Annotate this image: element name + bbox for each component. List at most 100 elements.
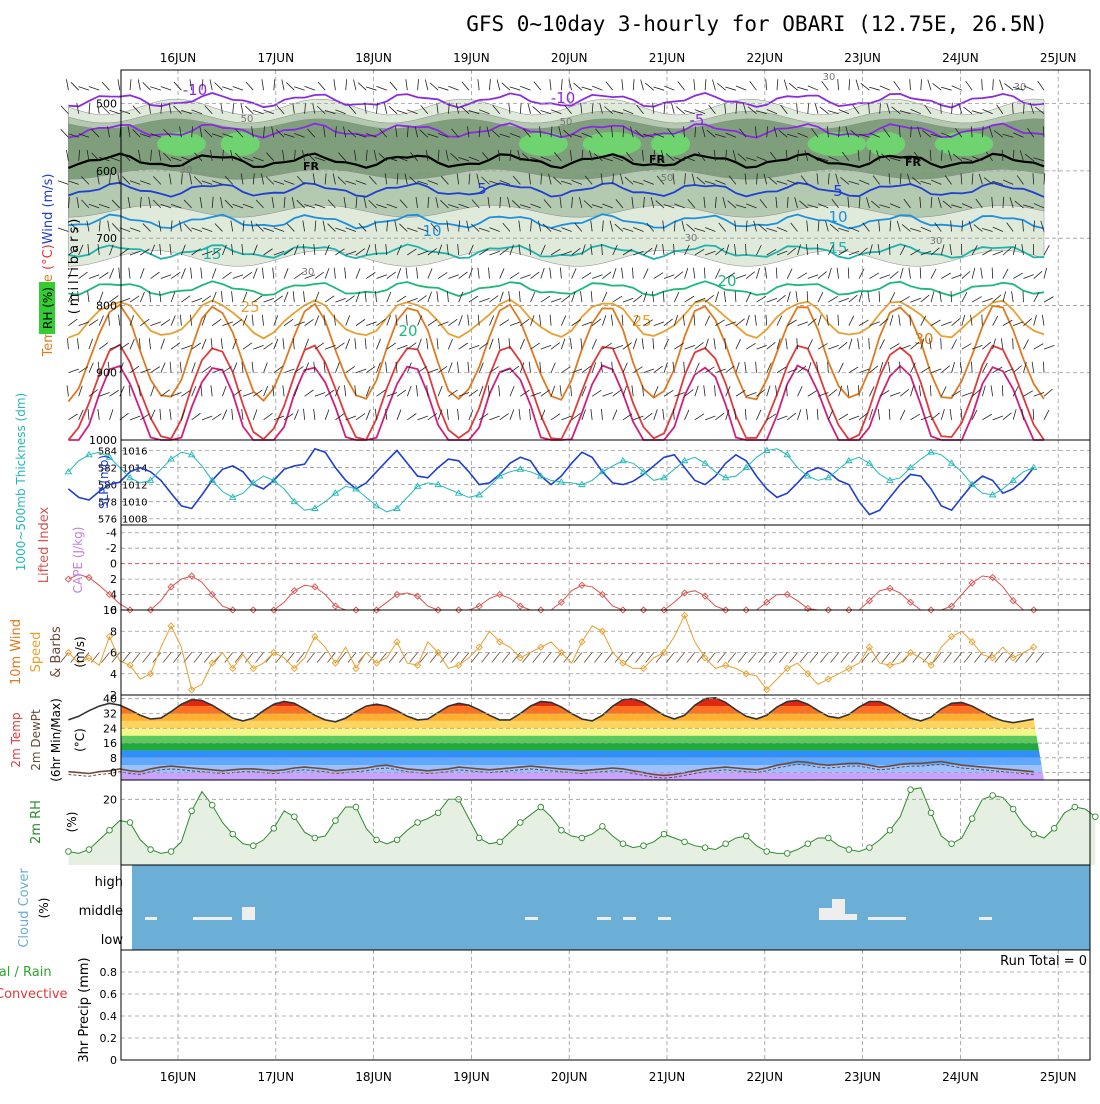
wind-barb	[192, 298, 202, 302]
wind-barb	[356, 268, 360, 278]
wind-barb	[171, 315, 175, 325]
wind-barb	[818, 272, 826, 279]
surface-wind-barb	[790, 653, 798, 663]
wind-barb	[961, 409, 962, 420]
wind-barb	[264, 362, 268, 372]
wind-barb	[941, 87, 952, 90]
wind-barb	[664, 339, 669, 349]
slp-ylabel-text: SLP (mb)	[97, 455, 111, 509]
wind-barb	[808, 86, 818, 90]
wind-barb	[489, 339, 493, 349]
surface-wind-barb	[143, 653, 151, 663]
wind-barb	[497, 79, 500, 90]
wind-barb	[387, 292, 391, 302]
date-label-top: 19JUN	[453, 51, 490, 65]
wind-barb	[808, 362, 811, 373]
wind-barb	[89, 103, 90, 114]
wind-barb	[787, 292, 790, 303]
temp-ylabel-text: (°C)	[73, 728, 87, 752]
wind-barb	[993, 251, 1003, 255]
wind-barb	[377, 275, 387, 279]
wind-barb	[622, 79, 623, 90]
wind-barb	[531, 393, 541, 397]
wind-barb	[623, 363, 627, 373]
upper-air-ylabel-part: (°C)	[41, 244, 56, 274]
wind-barb	[818, 315, 821, 326]
wind-barb	[550, 315, 551, 326]
cloud-unit: (%)	[37, 898, 51, 919]
wind-barb	[171, 272, 180, 278]
rh2m-line-point	[353, 804, 359, 810]
wind-barb	[150, 87, 160, 90]
rh2m-line-point	[312, 835, 318, 841]
wind-barb	[397, 390, 406, 396]
rh-contour-label: 30	[930, 236, 943, 247]
wind-barb	[233, 363, 237, 373]
wind-barb	[921, 367, 930, 373]
wind-barb	[222, 386, 226, 396]
wind-barb	[161, 319, 170, 325]
wind-barb	[262, 315, 263, 326]
wind-barb	[685, 345, 695, 349]
isotherm-30	[68, 304, 1044, 402]
cloud-block	[242, 907, 255, 920]
wind-barb	[746, 292, 751, 302]
wind-barb	[806, 409, 807, 420]
wind-barb	[233, 103, 234, 114]
wind-barb	[79, 87, 89, 91]
wind-barb	[736, 275, 746, 279]
wind-barb	[705, 316, 710, 326]
wind-barb	[900, 268, 903, 279]
wind-barb	[982, 298, 992, 302]
wind-barb	[755, 315, 756, 326]
wind-barb	[346, 366, 355, 372]
wind-barb	[725, 87, 736, 90]
wind-barb	[777, 295, 786, 302]
wind-barb	[582, 273, 591, 279]
pressure-tick-label: 500	[96, 98, 117, 111]
wind-barb	[880, 275, 890, 279]
wind-barb	[715, 413, 724, 420]
wind-barb	[520, 103, 521, 114]
wind-barb	[418, 296, 427, 302]
wind-barb	[828, 268, 831, 279]
wind-barb	[68, 319, 77, 326]
temp-band	[121, 773, 1090, 780]
wind-barb	[602, 315, 605, 325]
cloud-block	[832, 899, 845, 920]
wind-barb	[693, 268, 694, 279]
wind-barb	[889, 244, 890, 255]
wind-barb	[1023, 391, 1032, 397]
wind-barb	[531, 292, 535, 302]
wind-barb	[283, 385, 284, 396]
wind-barb	[397, 410, 401, 420]
wind-barb	[849, 316, 854, 326]
wind-barb	[211, 385, 212, 396]
temp-ylabel-1: 2m DewPt	[29, 709, 43, 771]
rh-contour-label: 30	[823, 72, 836, 83]
wind-barb	[807, 291, 808, 302]
temp-tick-label: 40	[103, 693, 117, 706]
wind-barb	[694, 315, 695, 326]
wind-barb	[541, 390, 550, 397]
wind-barb	[541, 268, 544, 278]
temp-band	[121, 750, 1090, 757]
wind-barb	[928, 80, 931, 91]
rh2m-line-point	[620, 841, 626, 847]
wind-barb	[510, 273, 519, 279]
thickness-tick-label: 576	[98, 515, 117, 526]
wind-barb	[61, 106, 69, 114]
wind-barb	[1033, 409, 1034, 420]
rh2m-line-point	[826, 835, 832, 841]
wind-barb	[140, 292, 144, 302]
wind-barb	[777, 416, 787, 420]
wind-barb	[67, 338, 68, 349]
wind-barb	[705, 416, 715, 420]
wind-barb	[561, 416, 571, 420]
wind-barb	[459, 272, 468, 279]
wind-barb	[66, 150, 68, 161]
wind-barb	[407, 386, 411, 396]
wind-barb	[447, 409, 448, 420]
wind-barb	[1013, 366, 1021, 373]
wind-barb	[397, 110, 407, 113]
